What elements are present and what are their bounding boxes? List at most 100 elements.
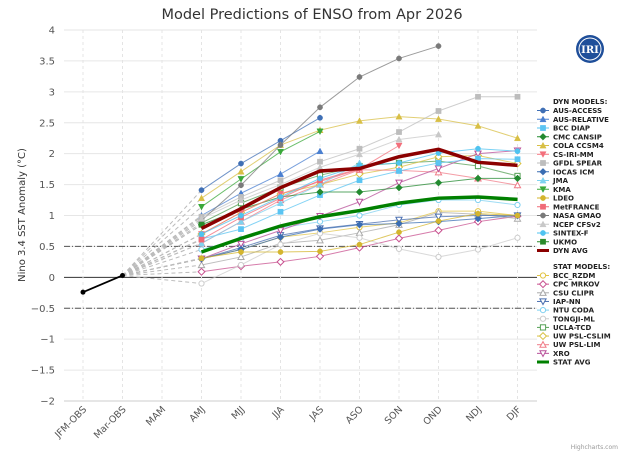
legend-item[interactable]: UCLA-TCD <box>537 324 591 332</box>
data-point <box>475 210 481 217</box>
legend-marker <box>539 220 547 228</box>
legend-item[interactable]: XRO <box>537 350 570 358</box>
legend-label: DYN AVG <box>553 247 588 255</box>
legend-item[interactable]: JMA <box>537 176 569 185</box>
data-point <box>277 194 284 200</box>
legend-item[interactable]: IAP-NN <box>537 298 581 306</box>
legend-item[interactable]: CS-IRI-MM <box>537 151 594 159</box>
legend-label: BCC_RZDM <box>553 272 595 280</box>
data-point <box>316 147 324 155</box>
legend-marker <box>540 160 546 166</box>
connector-line <box>122 197 202 276</box>
data-point <box>514 156 521 163</box>
data-point <box>277 142 284 148</box>
connector-line <box>122 239 202 276</box>
iri-logo: IRI <box>576 35 604 63</box>
legend-label: CMC CANSIP <box>553 133 602 141</box>
data-point <box>317 248 323 255</box>
x-tick-label: JAS <box>307 404 326 423</box>
legend-item[interactable]: CSU CLIPR <box>537 288 595 297</box>
legend-marker <box>540 212 546 219</box>
data-point <box>238 212 244 219</box>
x-tick-label: MJJ <box>230 404 248 422</box>
data-point <box>237 240 245 249</box>
legend-label: UKMO <box>553 238 577 246</box>
y-tick-label: −2 <box>40 397 55 408</box>
x-tick-label: MAM <box>144 404 168 428</box>
legend-item[interactable]: KMA <box>537 186 571 194</box>
series-aus-access <box>122 114 323 276</box>
legend-item[interactable]: NCEP CFSv2 <box>537 220 601 229</box>
data-point <box>276 233 285 241</box>
legend-item[interactable]: UW PSL-CSLIM <box>537 331 611 341</box>
x-tick-label: Mar-OBS <box>92 404 129 441</box>
y-tick-label: 1.5 <box>39 180 55 191</box>
data-point <box>277 208 284 215</box>
x-tick-label: OND <box>421 404 444 427</box>
legend-item[interactable]: GFDL SPEAR <box>537 160 603 168</box>
legend-item[interactable]: BCC DIAP <box>537 125 590 133</box>
legend-item[interactable]: AUS-ACCESS <box>537 107 602 115</box>
data-point <box>435 160 442 166</box>
data-point <box>395 112 403 120</box>
legend-item[interactable]: NASA GMAO <box>537 212 601 220</box>
legend-item[interactable]: UKMO <box>537 238 577 246</box>
legend-item[interactable]: TONGJI-ML <box>537 315 595 323</box>
legend-label: SINTEX-F <box>553 230 589 238</box>
legend-item[interactable]: UW PSL-LIM <box>537 340 600 349</box>
legend-marker <box>539 176 547 184</box>
data-point <box>435 43 442 49</box>
data-point <box>356 234 363 241</box>
data-point <box>197 203 206 211</box>
y-tick-label: 2.5 <box>39 118 55 129</box>
data-point <box>316 188 324 196</box>
legend-item[interactable]: IOCAS ICM <box>537 167 594 176</box>
x-tick-label: ASO <box>344 404 366 426</box>
legend-label: IAP-NN <box>553 298 581 306</box>
legend-item[interactable]: AUS-RELATIVE <box>537 115 609 124</box>
data-point <box>435 253 442 261</box>
legend-item[interactable]: SINTEX-F <box>537 230 589 238</box>
connector-line <box>122 189 202 276</box>
x-axis-ticks: JFM-OBS Mar-OBS MAM AMJ MJJ JJA JAS ASO SON OND ND… <box>52 404 523 441</box>
data-point <box>198 187 205 193</box>
data-point <box>434 178 443 187</box>
legend-item[interactable]: LDEO <box>537 195 574 203</box>
observed-point <box>80 289 86 295</box>
legend-marker <box>539 324 547 331</box>
data-point <box>474 174 482 183</box>
legend-marker <box>539 340 547 348</box>
connector-line <box>122 206 202 276</box>
data-point <box>514 93 521 100</box>
credit-link[interactable]: Highcharts.com <box>571 444 618 451</box>
legend-marker <box>539 315 547 322</box>
x-tick-label: DJF <box>505 404 524 423</box>
legend-label: MetFRANCE <box>553 203 600 211</box>
legend-label: KMA <box>553 186 571 194</box>
series-line <box>200 195 518 254</box>
legend-marker <box>539 288 547 296</box>
legend-item[interactable]: STAT AVG <box>537 359 591 367</box>
legend-item[interactable]: DYN AVG <box>537 247 588 255</box>
data-point <box>317 158 323 165</box>
legend-marker <box>540 107 546 114</box>
legend-item[interactable]: CPC MRKOV <box>537 280 600 289</box>
data-point <box>395 219 403 228</box>
legend-item[interactable]: COLA CCSM4 <box>537 141 604 150</box>
data-point <box>356 212 363 219</box>
legend-item[interactable]: CMC CANSIP <box>537 132 602 141</box>
data-point <box>277 241 284 248</box>
legend-item[interactable]: MetFRANCE <box>537 203 600 211</box>
connector-line <box>122 242 202 276</box>
legend-marker <box>540 195 546 201</box>
legend-item[interactable]: NTU CODA <box>537 307 595 315</box>
data-point <box>317 104 323 111</box>
data-point <box>237 176 245 183</box>
data-point <box>276 148 285 156</box>
legend-marker <box>539 141 547 149</box>
legend-marker <box>538 280 548 289</box>
data-point <box>435 218 442 224</box>
data-point <box>238 249 244 255</box>
data-point <box>355 188 364 196</box>
legend-item[interactable]: BCC_RZDM <box>537 272 595 280</box>
